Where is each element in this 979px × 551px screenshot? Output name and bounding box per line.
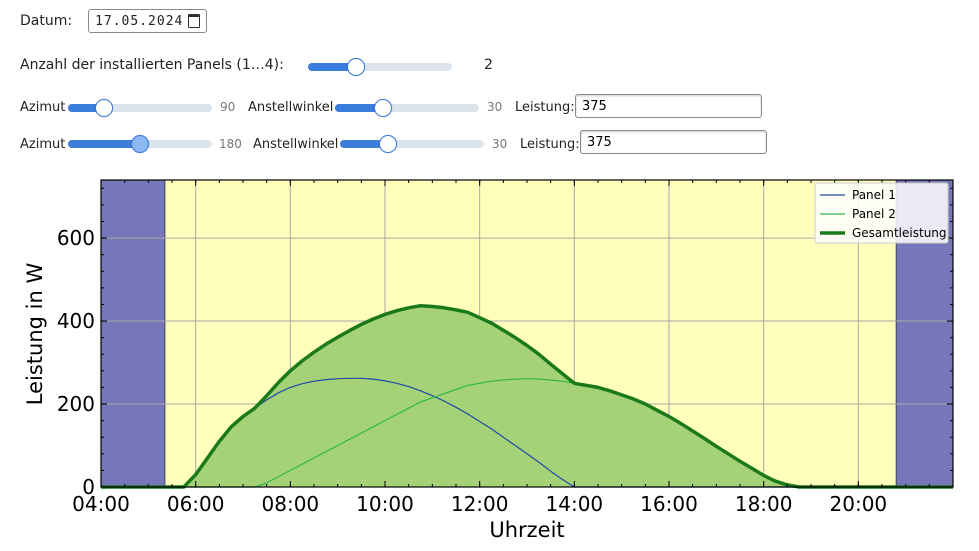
- panel-2-power-input[interactable]: [580, 130, 767, 154]
- x-tick-label: 06:00: [167, 492, 225, 516]
- panel-count-slider-knob[interactable]: [347, 58, 365, 76]
- panel-1-azimut-label: Azimut: [20, 100, 66, 115]
- panel-2-azimut-knob[interactable]: [131, 135, 149, 153]
- panel-2-power-label: Leistung:: [520, 137, 580, 152]
- total-area-fill: [101, 305, 953, 487]
- date-input[interactable]: 17.05.2024: [88, 9, 208, 33]
- panel-count-value: 2: [484, 57, 493, 73]
- y-tick-label: 0: [82, 475, 95, 499]
- x-tick-label: 14:00: [546, 492, 604, 516]
- panel-count-slider-fill: [308, 63, 356, 71]
- panel-1-angle-knob[interactable]: [374, 99, 392, 117]
- y-tick-label: 200: [57, 392, 95, 416]
- date-label: Datum:: [20, 13, 73, 29]
- panel-2-angle-label: Anstellwinkel: [253, 137, 339, 152]
- y-axis-label: Leistung in W: [23, 263, 47, 406]
- legend-box: [814, 182, 949, 244]
- chart-fill: [101, 305, 953, 487]
- x-tick-label: 16:00: [640, 492, 698, 516]
- panel-1-angle-label: Anstellwinkel: [248, 100, 334, 115]
- panel-count-label: Anzahl der installierten Panels (1…4):: [20, 57, 284, 73]
- panel-1-power-label: Leistung:: [515, 100, 575, 115]
- panel-2-angle-value: 30: [492, 137, 508, 151]
- panel-count-slider[interactable]: [308, 58, 452, 76]
- y-tick-label: 400: [57, 309, 95, 333]
- panel-2-azimut-slider[interactable]: [68, 135, 212, 153]
- x-tick-label: 08:00: [262, 492, 320, 516]
- panel-2-angle-knob[interactable]: [379, 135, 397, 153]
- panel-1-azimut-slider[interactable]: [68, 99, 212, 117]
- x-tick-label: 20:00: [830, 492, 888, 516]
- x-axis-label: Uhrzeit: [489, 518, 564, 542]
- chart-legend: Panel 1 Panel 2 Gesamtleistung: [814, 182, 949, 244]
- panel-2-azimut-value: 180: [219, 137, 242, 151]
- panel-2-azimut-fill: [68, 140, 140, 148]
- panel-1-angle-slider[interactable]: [335, 99, 479, 117]
- legend-label: Panel 1: [852, 188, 896, 202]
- panel-count-row: Anzahl der installierten Panels (1…4):: [20, 57, 284, 73]
- panel-1-angle-value: 30: [487, 100, 503, 114]
- x-tick-label: 18:00: [735, 492, 793, 516]
- panel-1-azimut-fill: [68, 104, 104, 112]
- x-tick-label: 04:00: [72, 492, 130, 516]
- panel-1-power-input[interactable]: [575, 94, 762, 118]
- power-chart: 04:00 06:00 08:00 10:00 12:00 14:00 16:00 18:00…: [23, 179, 954, 542]
- calendar-icon[interactable]: [188, 14, 201, 28]
- legend-label: Panel 2: [852, 207, 896, 221]
- date-value: 17.05.2024: [95, 13, 184, 29]
- panel-1-azimut-value: 90: [220, 100, 236, 114]
- panel-1-angle-fill: [335, 104, 383, 112]
- y-tick-label: 600: [57, 226, 95, 250]
- x-tick-label: 12:00: [451, 492, 509, 516]
- chart-axes: 04:00 06:00 08:00 10:00 12:00 14:00 16:00 18:00…: [57, 179, 954, 516]
- x-tick-label: 10:00: [356, 492, 414, 516]
- panel-1-azimut-knob[interactable]: [95, 99, 113, 117]
- panel-2-azimut-label: Azimut: [20, 137, 66, 152]
- night-region-morning: [101, 180, 165, 487]
- panel-2-angle-slider[interactable]: [340, 135, 484, 153]
- total-power-line: [101, 303, 953, 489]
- date-row: Datum: 17.05.2024: [20, 9, 208, 33]
- panel-2-angle-fill: [340, 140, 388, 148]
- legend-label: Gesamtleistung: [852, 226, 947, 240]
